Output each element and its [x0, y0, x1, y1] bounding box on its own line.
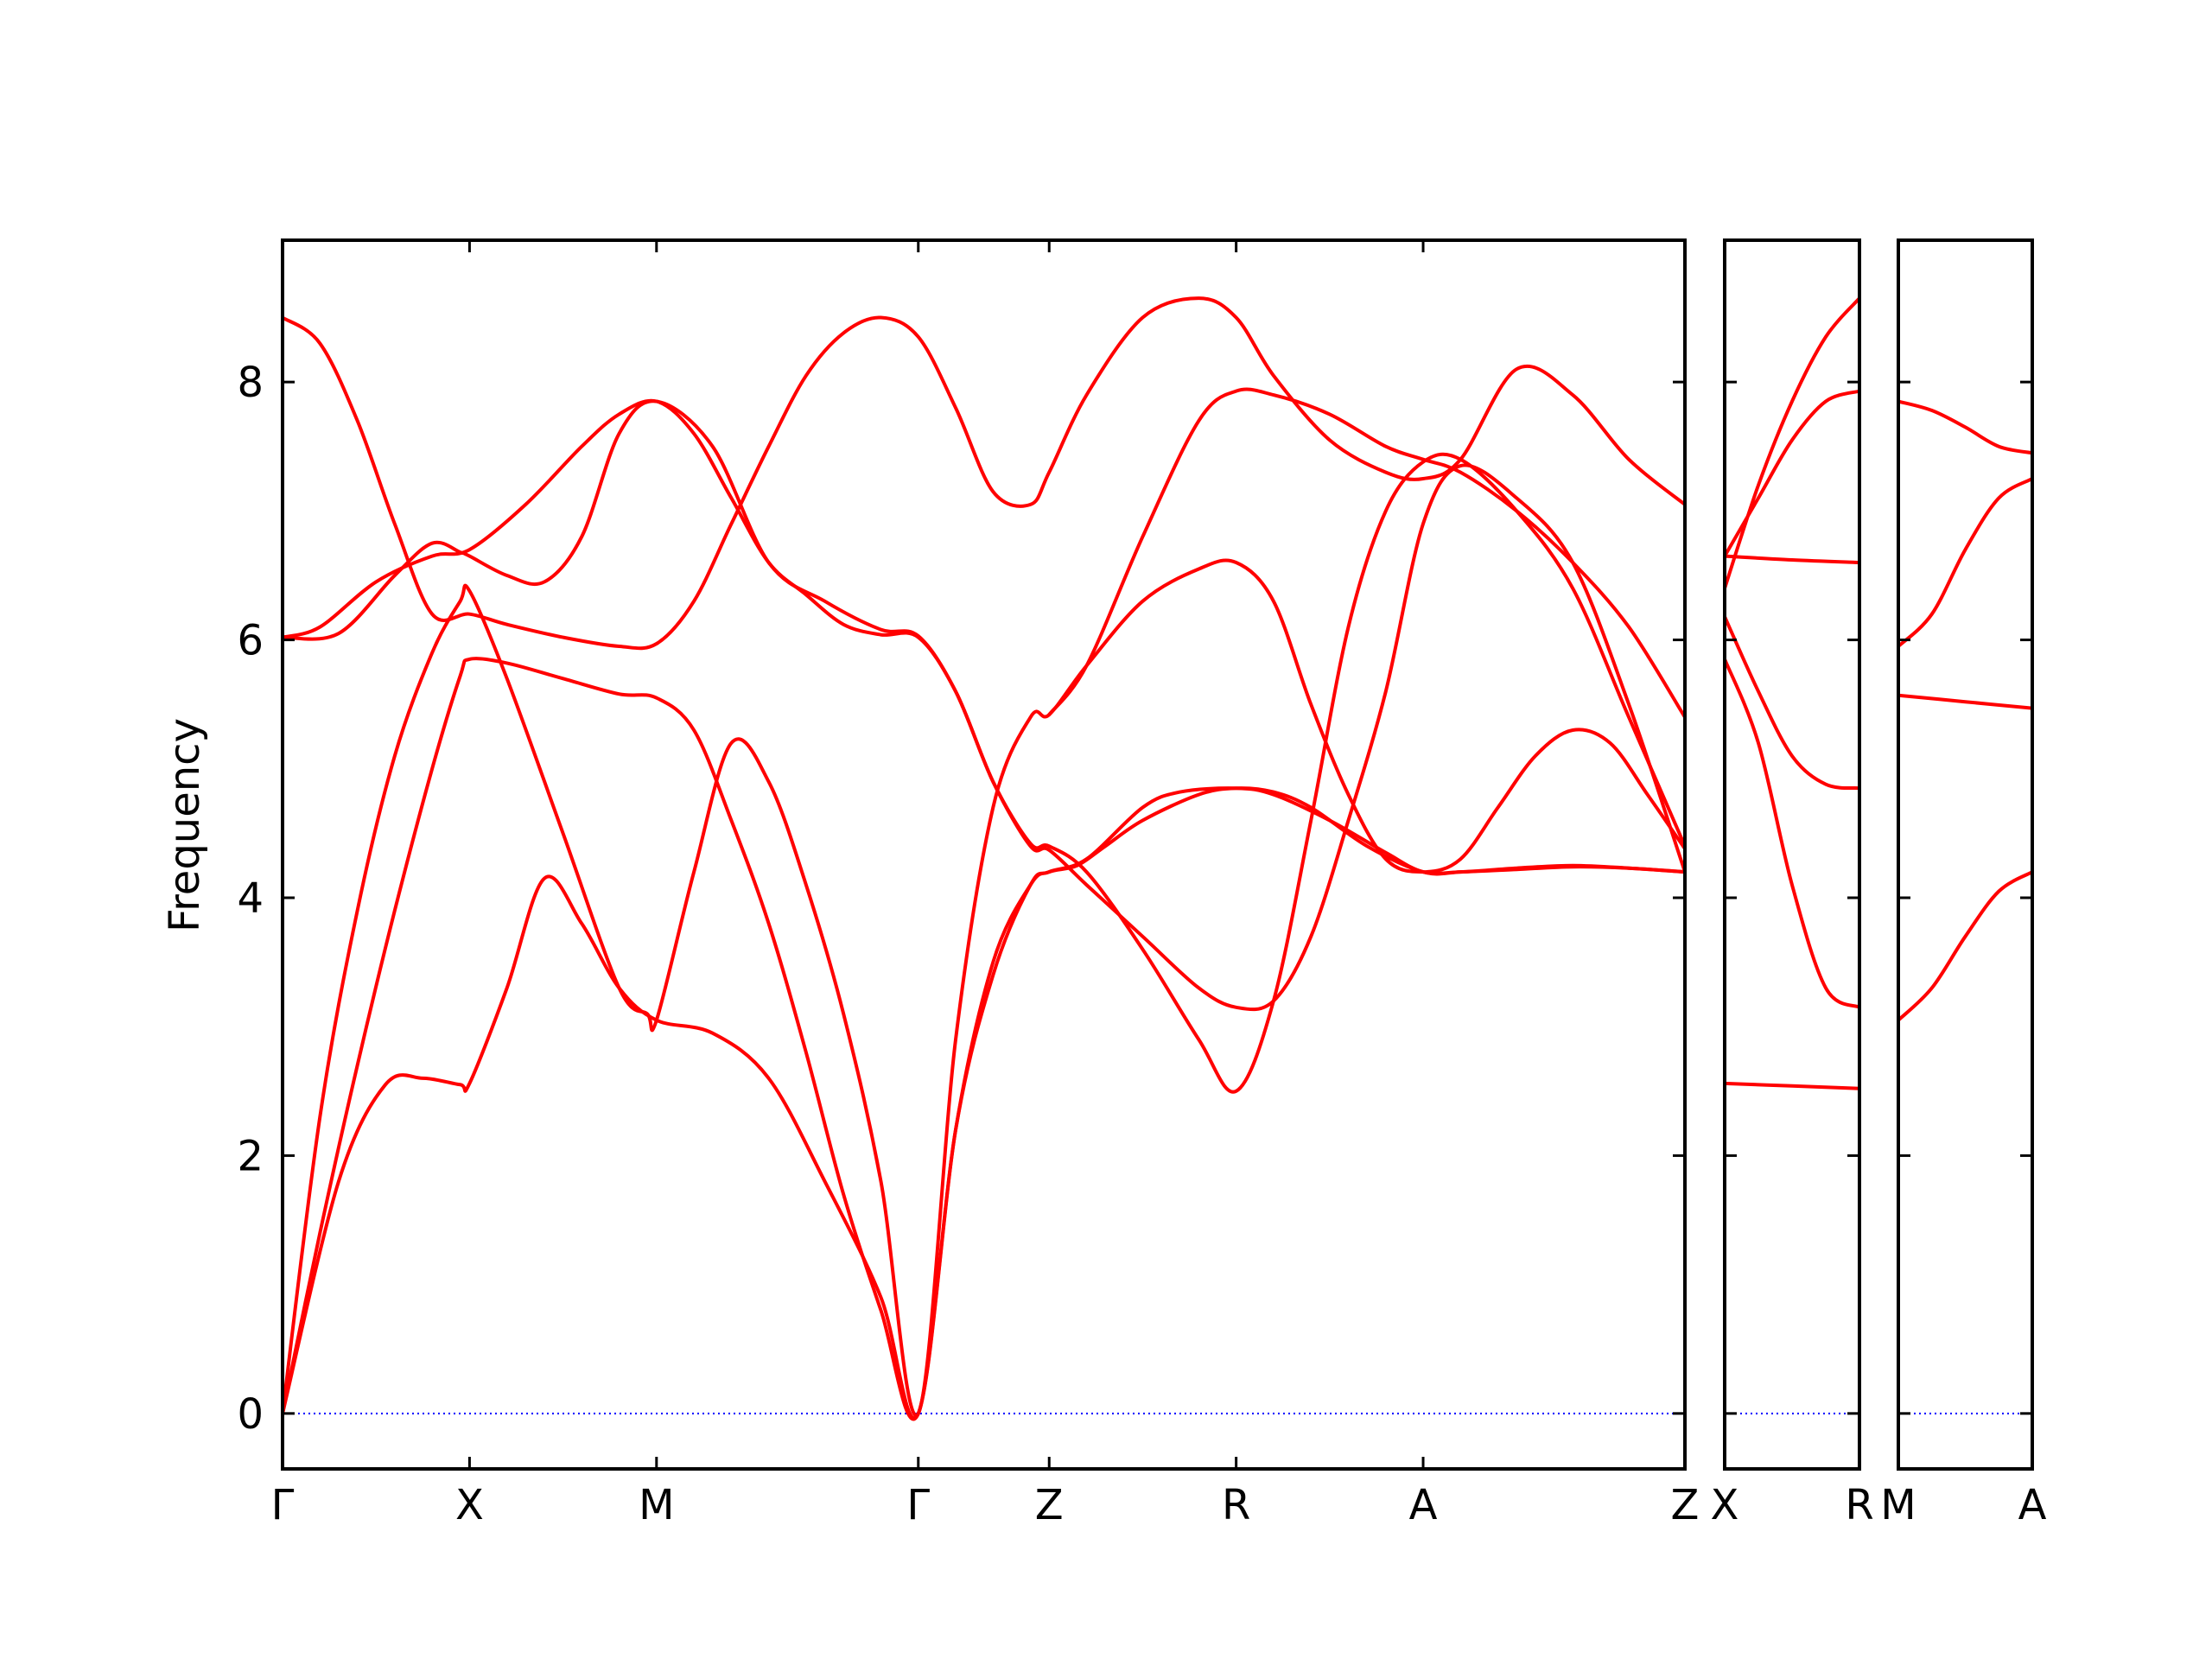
band-line-2: [283, 657, 1685, 1421]
y-tick-label: 8: [237, 359, 264, 407]
band-line-1: [1725, 1081, 1859, 1090]
x-tick-label: X: [455, 1481, 484, 1529]
band-line-4: [1898, 399, 2032, 455]
x-tick-label: R: [1845, 1481, 1873, 1529]
band-line-2: [1898, 693, 2032, 710]
band-line-5: [1725, 296, 1859, 590]
y-axis-label: Frequency: [161, 718, 209, 932]
x-tick-label: R: [1222, 1481, 1250, 1529]
x-tick-label: M: [639, 1481, 674, 1529]
band-lines: [283, 296, 1685, 1421]
x-tick-label: Z: [1035, 1481, 1064, 1529]
x-tick-label: Γ: [906, 1481, 930, 1529]
x-tick-label: Z: [1671, 1481, 1700, 1529]
band-line-3: [283, 558, 1685, 1418]
band-line-2: [1725, 657, 1859, 1009]
panel-frame: [1723, 238, 1861, 1471]
band-line-4: [283, 399, 1685, 1012]
band-lines: [1898, 399, 2032, 1022]
x-tick-label: X: [1711, 1481, 1739, 1529]
y-tick-label: 4: [237, 874, 264, 923]
band-line-6: [1725, 389, 1859, 558]
panel-frame: [1897, 238, 2034, 1471]
x-tick-label: A: [2018, 1481, 2047, 1529]
band-line-1: [1898, 870, 2032, 1022]
panel-frame: [281, 238, 1687, 1471]
y-tick-label: 0: [237, 1390, 264, 1439]
band-line-6: [283, 296, 1685, 651]
band-line-3: [1725, 614, 1859, 791]
y-tick-label: 2: [237, 1132, 264, 1180]
x-tick-label: M: [1880, 1481, 1916, 1529]
band-line-3: [1898, 477, 2032, 648]
y-axis-label-group: Frequency: [161, 718, 209, 932]
band-lines: [1725, 296, 1859, 1090]
band-line-1: [283, 786, 1685, 1421]
band-line-4: [1725, 554, 1859, 564]
band-line-7: [1047, 387, 1685, 720]
band-line-5: [283, 398, 1685, 1094]
x-tick-label: A: [1409, 1481, 1438, 1529]
y-tick-label: 6: [237, 617, 264, 665]
panel-1: 0 2 4 6 8 Γ X M Γ Z R A Z: [237, 238, 1700, 1529]
x-tick-label: Γ: [271, 1481, 295, 1529]
